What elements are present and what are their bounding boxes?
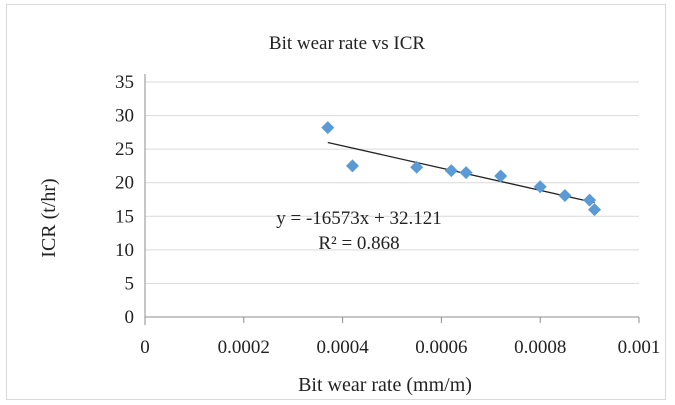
data-point-2	[345, 159, 359, 173]
y-tick-label: 0	[125, 307, 135, 328]
y-tick-labels: 0 5 10 15 20 25 30 35	[115, 72, 134, 328]
data-point-8	[558, 188, 572, 202]
data-point-3	[410, 160, 424, 174]
trendline-equation: y = -16573x + 32.121	[276, 208, 442, 229]
x-tick-label: 0.0008	[514, 337, 566, 358]
y-tick-label: 25	[115, 139, 134, 160]
x-tick-label: 0	[140, 337, 150, 358]
data-point-10	[588, 203, 602, 217]
gridlines	[145, 81, 639, 284]
x-axis-title: Bit wear rate (mm/m)	[298, 374, 472, 396]
y-tick-label: 15	[115, 206, 134, 227]
y-tick-label: 35	[115, 72, 134, 93]
data-point-9	[583, 193, 597, 207]
x-tick-label: 0.001	[618, 337, 661, 358]
scatter-chart: Bit wear rate vs ICR 0 5 10 15 20 25 30 35 0 0.0…	[38, 33, 660, 396]
data-point-5	[459, 166, 473, 180]
chart-title: Bit wear rate vs ICR	[269, 33, 426, 54]
chart-area: Bit wear rate vs ICR 0 5 10 15 20 25 30 35 0 0.0…	[6, 4, 666, 400]
y-axis-title: ICR (t/hr)	[38, 178, 60, 257]
axes	[144, 74, 640, 325]
y-tick-label: 30	[115, 106, 134, 127]
y-tick-label: 10	[115, 240, 134, 261]
data-point-4	[444, 164, 458, 178]
data-point-1	[321, 121, 335, 135]
x-tick-labels: 0 0.0002 0.0004 0.0006 0.0008 0.001	[140, 337, 660, 358]
x-tick-label: 0.0004	[316, 337, 369, 358]
trendline-r-squared: R² = 0.868	[318, 233, 399, 254]
data-points	[321, 121, 602, 217]
y-tick-label: 20	[115, 173, 134, 194]
data-point-7	[533, 180, 547, 194]
x-tick-label: 0.0002	[218, 337, 270, 358]
y-tick-label: 5	[125, 273, 135, 294]
x-tick-label: 0.0006	[415, 337, 467, 358]
data-point-6	[494, 169, 508, 183]
